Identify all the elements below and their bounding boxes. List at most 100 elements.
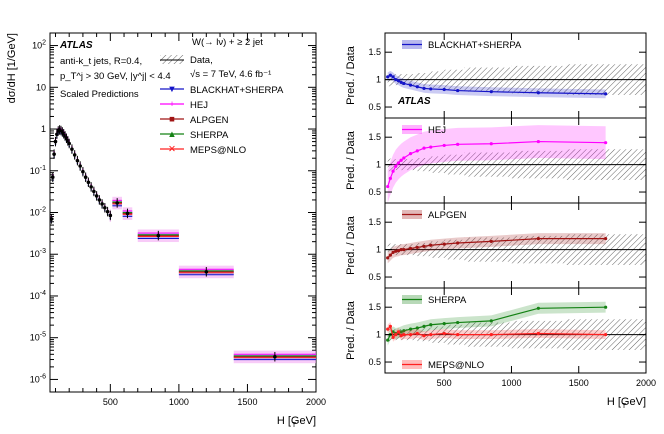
legend-energy: √s = 7 TeV, 4.6 fb⁻¹ xyxy=(190,69,271,80)
ratio-point xyxy=(604,141,608,145)
atlas-label: ATLAS xyxy=(59,40,93,51)
ratio-point xyxy=(394,164,398,168)
ratio-point xyxy=(415,331,419,336)
x-tick-label: 1500 xyxy=(237,397,257,407)
ratio-point xyxy=(415,85,419,89)
annotation-scaled: Scaled Predictions xyxy=(60,89,139,100)
ratio-point xyxy=(391,75,395,79)
ratio-point xyxy=(442,242,446,246)
ratio-point xyxy=(402,333,406,337)
ratio-point xyxy=(408,327,413,331)
x-tick-label: 500 xyxy=(437,378,452,388)
atlas-label: ATLAS xyxy=(397,96,431,107)
ratio-point xyxy=(396,249,401,253)
ratio-point xyxy=(422,86,426,90)
legend-entry: BLACKHAT+SHERPA xyxy=(190,85,284,96)
y-tick-label: 0.5 xyxy=(368,272,381,282)
ratio-point xyxy=(402,248,406,252)
ratio-line xyxy=(387,140,606,187)
ratio-point xyxy=(429,323,433,327)
legend-title: W(→ lν) + ≥ 2 jet xyxy=(192,37,263,48)
y-tick-label: 10-6 xyxy=(30,373,46,384)
ratio-point xyxy=(422,146,426,150)
ratio-point xyxy=(408,246,413,251)
ratio-point xyxy=(399,330,403,334)
x-tick-label: 2000 xyxy=(636,378,656,388)
ratio-band xyxy=(387,233,606,264)
x-tick-label: 1500 xyxy=(569,378,589,388)
legend-marker: ✕ xyxy=(168,144,176,155)
legend-marker: + xyxy=(169,99,175,110)
ratio-point xyxy=(394,333,398,337)
legend-entry: SHERPA xyxy=(190,130,229,141)
y-axis-label: dσ/dH [1/GeV] xyxy=(6,33,18,103)
x-axis-label-sub: T xyxy=(622,403,627,410)
y-tick-label: 1 xyxy=(376,75,381,85)
ratio-point xyxy=(442,331,446,336)
y-tick-label: 1.5 xyxy=(368,302,381,312)
y-tick-label: 1.5 xyxy=(368,132,381,142)
ratio-point xyxy=(489,239,493,243)
ratio-point xyxy=(399,80,403,84)
ratio-point xyxy=(386,256,390,260)
y-axis-label: Pred. / Data xyxy=(345,300,357,360)
y-tick-label: 10-4 xyxy=(30,290,46,301)
ratio-point xyxy=(489,142,493,146)
legend-entry: BLACKHAT+SHERPA xyxy=(428,40,522,51)
ratio-point xyxy=(604,92,608,96)
ratio-point xyxy=(604,305,608,309)
x-axis-label-sub: T xyxy=(292,422,297,429)
ratio-point xyxy=(456,142,460,146)
ratio-panel: 0.5 1 1.5 Pred. / Data ALPGEN xyxy=(345,202,647,289)
ratio-point xyxy=(388,253,392,257)
y-tick-label: 10-3 xyxy=(30,248,46,259)
y-axis-label: Pred. / Data xyxy=(345,45,357,105)
ratio-point xyxy=(388,324,392,328)
ratio-point xyxy=(536,331,540,336)
legend-entry: SHERPA xyxy=(428,295,467,306)
y-tick-label: 10-5 xyxy=(30,332,46,343)
ratio-point xyxy=(442,322,446,326)
ratio-point xyxy=(489,319,493,323)
ratio-point xyxy=(422,334,426,338)
legend-marker: ▼ xyxy=(167,84,176,95)
panel-frame xyxy=(384,287,647,374)
ratio-point xyxy=(489,333,493,337)
x-tick-label: 2000 xyxy=(306,397,326,407)
ratio-point xyxy=(399,248,403,252)
ratio-point xyxy=(396,161,401,165)
ratio-point xyxy=(408,152,413,156)
ratio-point xyxy=(442,87,446,92)
y-tick-label: 0.5 xyxy=(368,357,381,367)
ratio-point xyxy=(391,335,395,339)
x-tick-label: 500 xyxy=(103,397,118,407)
ratio-point xyxy=(442,143,446,148)
ratio-panels: 0.5 1 1.5 Pred. / Data BLACKHAT+SHERPA 0.5 1 1.… xyxy=(345,32,656,410)
ratio-point xyxy=(422,324,426,328)
ratio-point xyxy=(456,88,460,93)
ratio-point xyxy=(604,237,608,241)
y-axis-label: Pred. / Data xyxy=(345,215,357,275)
y-tick-label: 0.5 xyxy=(368,102,381,112)
x-tick-label: 1000 xyxy=(169,397,189,407)
ratio-point xyxy=(489,90,493,94)
ratio-band xyxy=(387,322,606,342)
ratio-point xyxy=(388,176,392,180)
x-tick-label: 1000 xyxy=(501,378,521,388)
x-axis-label: H [GeV] xyxy=(607,396,646,408)
ratio-point xyxy=(456,241,460,245)
ratio-point xyxy=(399,158,403,162)
y-axis-label: Pred. / Data xyxy=(345,130,357,190)
y-tick-label: 1 xyxy=(41,124,46,134)
ratio-point xyxy=(429,333,433,337)
ratio-point xyxy=(394,78,398,82)
annotation-jets: anti-k_t jets, R=0.4, xyxy=(60,56,142,67)
y-tick-label: 10 xyxy=(36,82,46,92)
x-axis-label: H [GeV] xyxy=(277,415,316,427)
legend-entry: MEPS@NLO xyxy=(190,145,246,156)
ratio-point xyxy=(536,237,540,241)
main-spectrum-panel: 10-6 10-5 10-4 10-3 10-2 10-1 1 10 102 500 1000 150… xyxy=(6,32,326,429)
y-tick-label: 1 xyxy=(376,160,381,170)
ratio-point xyxy=(456,320,460,325)
